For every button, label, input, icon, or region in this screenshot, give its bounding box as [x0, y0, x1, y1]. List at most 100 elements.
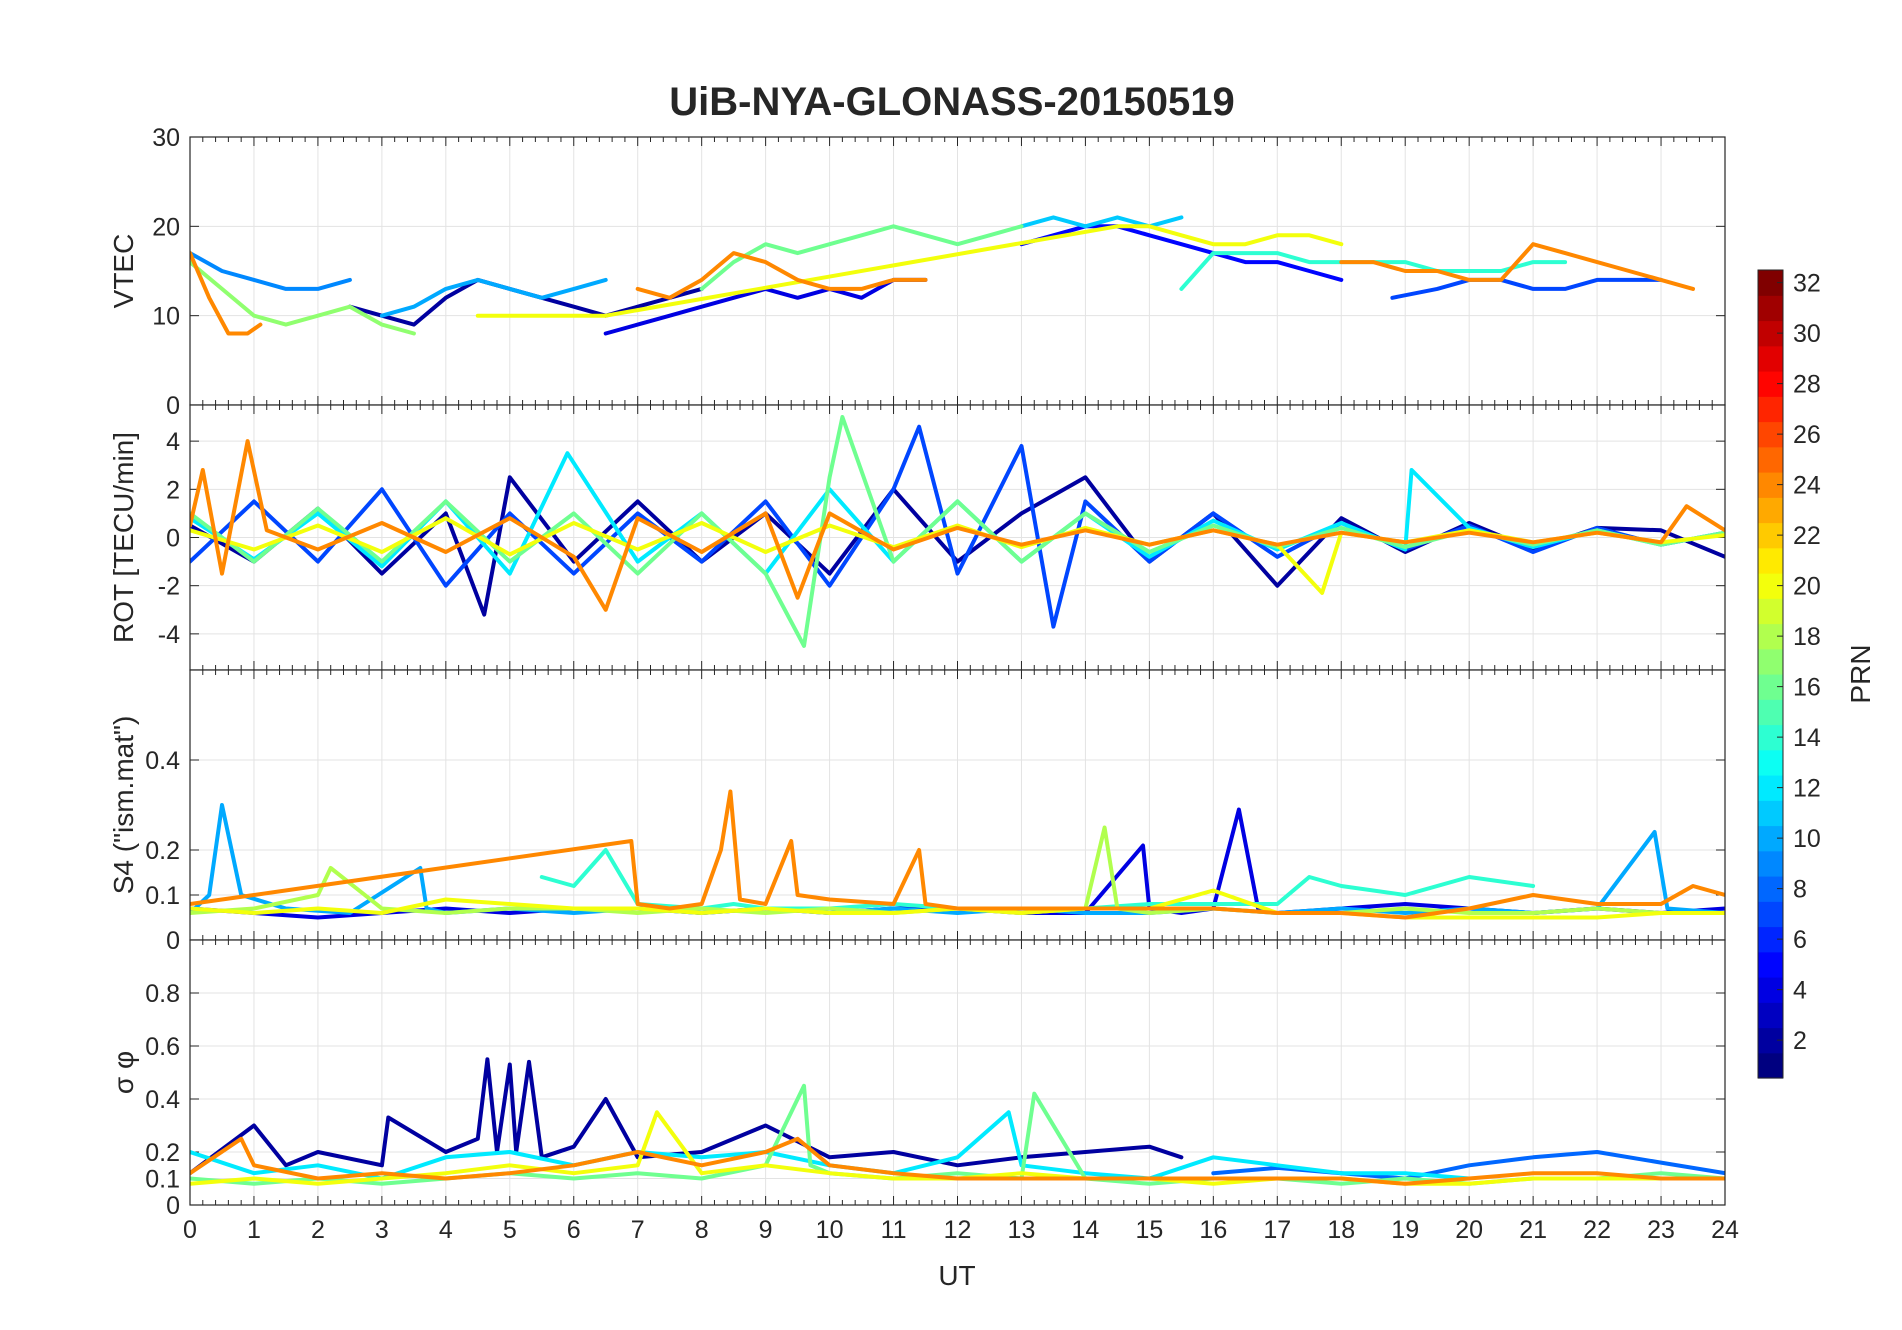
x-tick-label: 2: [311, 1216, 325, 1244]
colorbar-tick-label: 10: [1793, 825, 1821, 853]
x-tick-label: 9: [759, 1216, 773, 1244]
colorbar-segment: [1758, 598, 1783, 625]
x-tick-label: 1: [247, 1216, 261, 1244]
panel-4: 00.10.2 0.4 0.6 0.8 σ φ: [108, 939, 1726, 1220]
colorbar-segment: [1758, 396, 1783, 423]
series-line: [190, 789, 1725, 920]
colorbar-segment: [1758, 547, 1783, 574]
panel-1-ylabel: VTEC: [108, 234, 139, 309]
y-tick-label: 0.6: [145, 1033, 180, 1061]
x-tick-label: 7: [631, 1216, 645, 1244]
x-tick-label: 21: [1519, 1216, 1547, 1244]
y-tick-label: 0: [166, 525, 180, 553]
y-tick-label: 0: [166, 927, 180, 955]
x-tick-label: 15: [1135, 1216, 1163, 1244]
panel-1: 0 10 20 30 VTEC: [108, 124, 1726, 420]
colorbar-tick-label: 18: [1793, 623, 1821, 651]
y-tick-label: 0.4: [145, 1086, 180, 1114]
x-tick-label: 8: [695, 1216, 709, 1244]
x-tick-label: 22: [1583, 1216, 1611, 1244]
x-tick-label: 0: [183, 1216, 197, 1244]
colorbar-tick-label: 4: [1793, 977, 1807, 1005]
panel-4-series: [190, 1057, 1725, 1186]
colorbar-tick-label: 24: [1793, 472, 1821, 500]
series-line: [190, 251, 352, 291]
x-tick-label: 6: [567, 1216, 581, 1244]
colorbar-segment: [1758, 648, 1783, 675]
y-tick-label: 0.1: [145, 1166, 180, 1194]
colorbar-tick-label: 12: [1793, 775, 1821, 803]
colorbar-segment: [1758, 1052, 1783, 1079]
x-tick-label: 24: [1711, 1216, 1739, 1244]
colorbar-tick-label: 22: [1793, 522, 1821, 550]
panel-2-ylabel: ROT [TECU/min]: [108, 432, 139, 643]
x-axis-label: UT: [938, 1260, 975, 1291]
x-tick-label: 5: [503, 1216, 517, 1244]
x-tick-label: 20: [1455, 1216, 1483, 1244]
colorbar-tick-label: 14: [1793, 724, 1821, 752]
series-line: [475, 224, 1344, 318]
panel-2-series: [190, 415, 1725, 648]
colorbar-tick-label: 6: [1793, 926, 1807, 954]
panel-3: 0 0.1 0.2 0.4S4 ("ism.mat"): [108, 669, 1726, 955]
x-tick-label: 23: [1647, 1216, 1675, 1244]
x-tick-label: 18: [1327, 1216, 1355, 1244]
y-tick-label: 0.4: [145, 747, 180, 775]
y-tick-label: 0.2: [145, 1139, 180, 1167]
x-tick-label: 10: [816, 1216, 844, 1244]
colorbar-segment: [1758, 901, 1783, 928]
x-tick-label: 13: [1008, 1216, 1036, 1244]
series-line: [1019, 215, 1184, 229]
panel-1-series: [190, 215, 1695, 336]
colorbar-segment: [1758, 446, 1783, 473]
series-line: [635, 251, 928, 300]
x-tick-label: 3: [375, 1216, 389, 1244]
series-line: [190, 1057, 1184, 1176]
x-tick-label: 14: [1072, 1216, 1100, 1244]
series-line: [1339, 242, 1695, 291]
y-tick-label: 2: [166, 476, 180, 504]
colorbar-tick-label: 8: [1793, 876, 1807, 904]
series-line: [379, 277, 608, 318]
y-tick-label: 30: [152, 124, 180, 152]
x-tick-label: 16: [1199, 1216, 1227, 1244]
x-tick-label: 19: [1391, 1216, 1419, 1244]
colorbar-tick-label: 28: [1793, 371, 1821, 399]
colorbar-segment: [1758, 1002, 1783, 1029]
series-line: [699, 224, 1024, 291]
colorbar-segment: [1758, 800, 1783, 827]
colorbar-tick-label: 2: [1793, 1027, 1807, 1055]
colorbar-segment: [1758, 951, 1783, 978]
series-line: [190, 260, 416, 336]
panel-2: -4 -2 0 2 4 ROT [TECU/min]: [108, 404, 1726, 671]
y-tick-label: 0.1: [145, 882, 180, 910]
colorbar-tick-label: 30: [1793, 320, 1821, 348]
series-line: [1390, 277, 1663, 300]
x-tick-label: 17: [1263, 1216, 1291, 1244]
panel-4-ylabel: σ φ: [108, 1051, 139, 1094]
y-tick-label: -2: [158, 573, 180, 601]
series-line: [190, 251, 263, 336]
colorbar-tick-label: 16: [1793, 674, 1821, 702]
y-tick-label: 10: [152, 303, 180, 331]
panel-3-ylabel: S4 ("ism.mat"): [108, 716, 139, 895]
colorbar-tick-label: 32: [1793, 270, 1821, 298]
series-line: [190, 439, 1725, 612]
colorbar-segment: [1758, 345, 1783, 372]
x-tick-label: 4: [439, 1216, 453, 1244]
series-line: [1019, 224, 1344, 282]
colorbar-frame: [1757, 269, 1784, 1079]
colorbar-tick-label: 20: [1793, 573, 1821, 601]
colorbar-tick-label: 26: [1793, 421, 1821, 449]
colorbar-segment: [1758, 749, 1783, 776]
chart-title: UiB-NYA-GLONASS-20150519: [669, 80, 1234, 124]
colorbar-segment: [1758, 699, 1783, 726]
colorbar-segment: [1758, 497, 1783, 524]
y-tick-label: 0: [166, 1192, 180, 1220]
y-tick-label: 0.8: [145, 980, 180, 1008]
y-tick-label: -4: [158, 621, 180, 649]
x-tick-label: 12: [944, 1216, 972, 1244]
